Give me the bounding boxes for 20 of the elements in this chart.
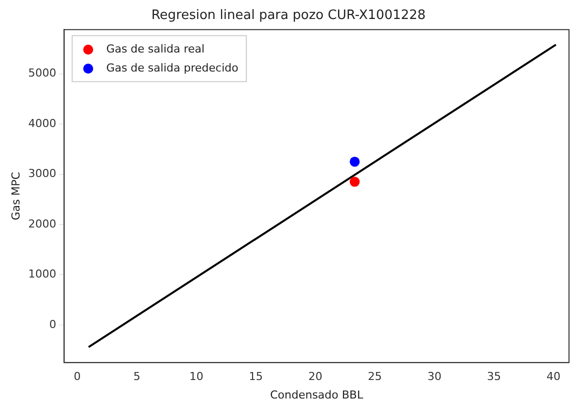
legend-label: Gas de salida predecido xyxy=(106,61,239,74)
x-tick-label: 5 xyxy=(133,370,140,384)
chart-title: Regresion lineal para pozo CUR-X1001228 xyxy=(151,8,426,24)
y-tick-label: 1000 xyxy=(28,268,56,281)
y-tick-label: 4000 xyxy=(28,116,56,130)
legend-label: Gas de salida real xyxy=(106,42,205,56)
x-tick-label: 20 xyxy=(308,370,322,384)
x-tick-label: 25 xyxy=(368,370,382,384)
x-tick-label: 0 xyxy=(74,370,81,384)
x-tick-label: 15 xyxy=(248,370,263,384)
y-axis-title: Gas MPC xyxy=(9,172,22,220)
x-axis-title: Condensado BBL xyxy=(270,388,364,402)
y-tick-label: 3000 xyxy=(28,167,56,180)
x-tick-label: 10 xyxy=(189,370,204,384)
y-tick-label: 5000 xyxy=(28,66,56,80)
y-tick-label: 2000 xyxy=(28,217,56,230)
x-tick-label: 30 xyxy=(427,370,442,384)
x-tick-label: 40 xyxy=(546,370,561,384)
y-tick-label: 0 xyxy=(49,318,56,331)
x-tick-label: 35 xyxy=(486,370,501,384)
